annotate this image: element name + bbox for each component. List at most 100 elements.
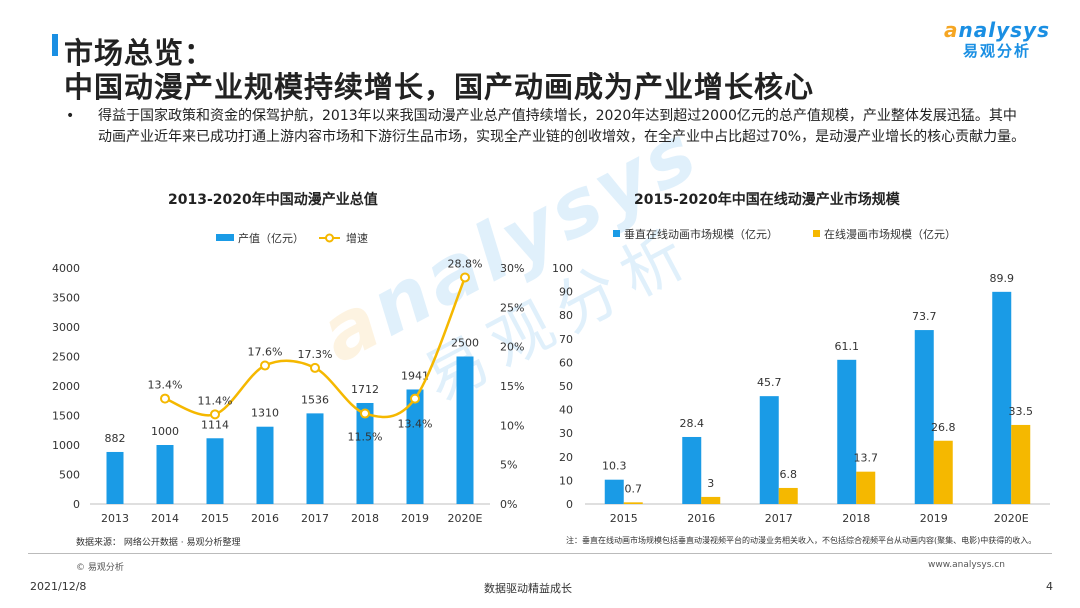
logo-wordmark: analysys	[944, 18, 1050, 42]
y-left-tick-label: 4000	[52, 262, 80, 275]
growth-point	[160, 393, 170, 404]
bar-animation-label: 45.7	[757, 376, 782, 389]
bar-comics-label: 6.8	[780, 468, 798, 481]
page-title-line2: 中国动漫产业规模持续增长，国产动画成为产业增长核心	[64, 70, 815, 104]
x-tick-label: 2013	[101, 512, 129, 525]
bar-animation	[682, 436, 702, 504]
bar-animation	[759, 396, 779, 504]
y-left-tick-label: 1500	[52, 410, 80, 423]
y-left-tick-label: 500	[59, 469, 80, 482]
bar-comics-label: 26.8	[931, 421, 956, 434]
brand-logo: analysys 易观分析	[942, 18, 1052, 61]
y-left-tick-label: 3500	[52, 292, 80, 305]
x-tick-label: 2020E	[994, 512, 1029, 525]
legend-swatch-comics	[813, 230, 820, 237]
bar-animation-label: 28.4	[680, 417, 705, 430]
website-link[interactable]: www.analysys.cn	[928, 560, 1005, 570]
y-left-tick-label: 2000	[52, 380, 80, 393]
y-right-tick-label: 15%	[500, 380, 524, 393]
logo-chinese: 易观分析	[962, 42, 1031, 60]
bar-animation	[837, 359, 857, 504]
growth-point	[210, 409, 220, 420]
y-right-tick-label: 10%	[500, 419, 524, 432]
chart-note: 注：垂直在线动画市场规模包括垂直动漫视频平台的动漫业务相关收入，不包括综合视频平…	[566, 536, 1037, 545]
bar-output-label: 1114	[201, 418, 229, 431]
bar-comics-label: 0.7	[625, 482, 643, 495]
x-tick-label: 2018	[351, 512, 379, 525]
x-tick-label: 2017	[301, 512, 329, 525]
chart1-industry-output: 产值（亿元） 增速 0 500 1000 1500 2000 2500 3000 3500 4000…	[52, 231, 524, 525]
bar-comics	[856, 471, 876, 504]
y-right-tick-label: 25%	[500, 301, 524, 314]
page-title-line1: 市场总览：	[64, 36, 215, 70]
bar-output-label: 1536	[301, 393, 329, 406]
bar-output	[356, 402, 374, 504]
bar-output	[456, 356, 474, 504]
bar-animation	[604, 479, 624, 504]
x-tick-label: 2020E	[448, 512, 483, 525]
chart2-title: 2015-2020年中国在线动漫产业市场规模	[634, 192, 900, 208]
y-tick-label: 70	[559, 333, 573, 346]
legend-label-output: 产值（亿元）	[238, 231, 304, 245]
bar-output-label: 882	[105, 432, 126, 445]
bar-comics-label: 33.5	[1009, 405, 1034, 418]
y-right-tick-label: 5%	[500, 459, 517, 472]
bar-animation-label: 10.3	[602, 460, 627, 473]
growth-point-label: 17.3%	[298, 348, 333, 361]
bar-comics	[701, 496, 721, 504]
y-right-tick-label: 0%	[500, 498, 517, 511]
growth-point-label: 28.8%	[448, 257, 483, 270]
growth-point-label: 17.6%	[248, 346, 283, 359]
footer-date: 2021/12/8	[30, 580, 87, 593]
bar-output-label: 2500	[451, 337, 479, 350]
x-tick-label: 2018	[842, 512, 870, 525]
y-tick-label: 10	[559, 474, 573, 487]
legend-marker-growth	[325, 233, 334, 243]
growth-point	[410, 393, 420, 404]
footer-slogan: 数据驱动精益成长	[484, 582, 572, 595]
growth-point	[260, 360, 270, 371]
bar-comics	[778, 487, 798, 504]
bar-output	[306, 413, 324, 504]
y-tick-label: 30	[559, 427, 573, 440]
bar-output	[106, 451, 124, 504]
page-number: 4	[1046, 580, 1053, 593]
y-tick-label: 80	[559, 309, 573, 322]
growth-point	[310, 362, 320, 373]
y-tick-label: 0	[566, 498, 573, 511]
x-tick-label: 2017	[765, 512, 793, 525]
bar-animation	[992, 291, 1012, 504]
bar-comics	[623, 502, 643, 504]
bar-output-label: 1941	[401, 369, 429, 382]
bar-comics	[933, 440, 953, 504]
growth-point-label: 11.5%	[348, 431, 383, 444]
x-tick-label: 2019	[401, 512, 429, 525]
summary-text: 得益于国家政策和资金的保驾护航，2013年以来我国动漫产业总产值持续增长，202…	[98, 108, 1026, 145]
x-tick-label: 2016	[251, 512, 279, 525]
chart2-legend: 垂直在线动画市场规模（亿元） 在线漫画市场规模（亿元）	[613, 227, 956, 241]
x-tick-label: 2015	[610, 512, 638, 525]
growth-point	[360, 408, 370, 419]
x-tick-label: 2016	[687, 512, 715, 525]
copyright: © 易观分析	[76, 563, 124, 573]
legend-label-animation: 垂直在线动画市场规模（亿元）	[624, 227, 778, 241]
y-left-tick-label: 3000	[52, 321, 80, 334]
x-tick-label: 2019	[920, 512, 948, 525]
bar-output-label: 1000	[151, 425, 179, 438]
chart1-title: 2013-2020年中国动漫产业总值	[168, 192, 378, 208]
y-right-tick-label: 20%	[500, 341, 524, 354]
y-tick-label: 100	[552, 262, 573, 275]
growth-point-label: 13.4%	[148, 379, 183, 392]
growth-point-label: 13.4%	[398, 418, 433, 431]
bar-output	[156, 445, 174, 504]
bar-output-label: 1310	[251, 407, 279, 420]
growth-point-label: 11.4%	[198, 394, 233, 407]
x-tick-label: 2014	[151, 512, 179, 525]
y-tick-label: 60	[559, 356, 573, 369]
y-tick-label: 40	[559, 404, 573, 417]
bullet-marker: •	[66, 108, 75, 124]
y-left-tick-label: 2500	[52, 351, 80, 364]
bar-animation-label: 73.7	[912, 310, 937, 323]
y-tick-label: 20	[559, 451, 573, 464]
chart2-online-market: 垂直在线动画市场规模（亿元） 在线漫画市场规模（亿元） 0 10 20 30 40 50 60 7…	[552, 227, 1050, 525]
